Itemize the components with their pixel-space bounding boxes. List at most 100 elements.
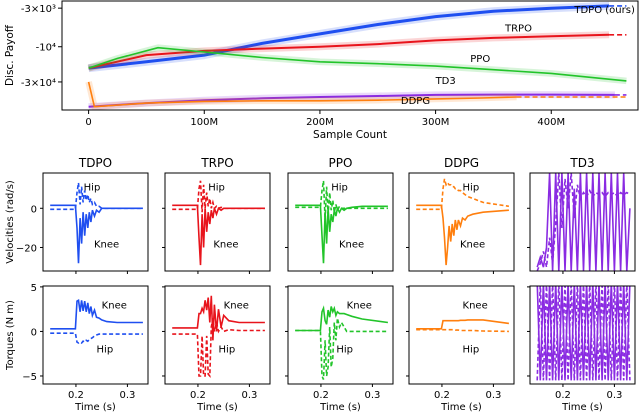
hip-trace bbox=[172, 180, 265, 213]
knee-label: Knee bbox=[224, 301, 249, 312]
x-tick-label: 0.3 bbox=[606, 390, 622, 401]
y-tick-label: -10⁴ bbox=[36, 43, 56, 54]
x-tick-label: 0.2 bbox=[434, 390, 450, 401]
x-tick-label: 0.2 bbox=[190, 390, 206, 401]
series-line-tdpo bbox=[88, 4, 610, 70]
hip-label: Hip bbox=[331, 183, 348, 194]
x-axis-label: Time (s) bbox=[74, 402, 116, 413]
knee-label: Knee bbox=[460, 240, 485, 251]
x-tick-label: 0.3 bbox=[485, 390, 501, 401]
x-axis-label: Time (s) bbox=[319, 402, 361, 413]
hip-trace bbox=[295, 317, 388, 380]
panel-td3-velocity bbox=[527, 172, 636, 274]
panel-frame bbox=[164, 285, 271, 385]
x-axis-label: Time (s) bbox=[561, 402, 603, 413]
x-tick-label: 0.3 bbox=[241, 390, 257, 401]
knee-trace bbox=[536, 286, 631, 381]
y-axis-label: Disc. Payoff bbox=[4, 24, 16, 86]
x-tick-label: 0.2 bbox=[68, 390, 84, 401]
hip-label: Hip bbox=[463, 183, 480, 194]
panel-title: TDPO bbox=[78, 156, 112, 170]
hip-trace bbox=[172, 317, 265, 379]
series-label: TRPO bbox=[504, 23, 532, 34]
x-tick-label: 0.2 bbox=[313, 390, 329, 401]
knee-trace bbox=[295, 305, 389, 332]
panel-frame bbox=[164, 172, 271, 272]
knee-trace bbox=[172, 295, 265, 341]
knee-trace bbox=[50, 299, 143, 330]
knee-label: Knee bbox=[463, 301, 488, 312]
knee-label: Knee bbox=[102, 301, 127, 312]
knee-trace bbox=[295, 204, 388, 264]
hip-trace bbox=[416, 178, 510, 211]
hip-label: Hip bbox=[219, 344, 236, 355]
x-tick-label: 100M bbox=[190, 117, 218, 128]
panel-frame bbox=[287, 285, 394, 385]
knee-trace bbox=[416, 204, 509, 266]
plot-frame bbox=[61, 0, 639, 111]
x-tick-label: 0.3 bbox=[364, 390, 380, 401]
y-tick-label: 0 bbox=[31, 327, 37, 338]
y-tick-label: -3×10⁴ bbox=[21, 78, 56, 89]
panel-ppo-velocity: Knee Hip bbox=[285, 172, 394, 274]
x-tick-label: 400M bbox=[537, 117, 565, 128]
panel-title: TRPO bbox=[200, 156, 233, 170]
panel-frame bbox=[529, 285, 636, 385]
series-label: TD3 bbox=[435, 76, 456, 87]
panel-frame bbox=[529, 172, 636, 272]
knee-trace bbox=[50, 204, 143, 264]
panel-title: TD3 bbox=[569, 156, 594, 170]
hip-label: Hip bbox=[84, 183, 101, 194]
y-tick-label: 5 bbox=[31, 283, 37, 294]
x-axis-label: Sample Count bbox=[313, 129, 387, 141]
x-axis-label: Time (s) bbox=[196, 402, 238, 413]
x-tick-label: 300M bbox=[422, 117, 450, 128]
hip-label: Hip bbox=[336, 344, 353, 355]
y-axis-label: Torques (N m) bbox=[5, 300, 16, 371]
x-axis-label: Time (s) bbox=[440, 402, 482, 413]
knee-trace bbox=[172, 204, 265, 266]
payoff-chart: TDPO (ours) TRPO PPO TD3 DDPG 0 100M 200M 300M 40… bbox=[4, 0, 639, 141]
x-tick-label: 0.3 bbox=[119, 390, 135, 401]
series-label: PPO bbox=[470, 54, 490, 65]
panel-frame bbox=[287, 172, 394, 272]
panel-frame bbox=[408, 285, 515, 385]
knee-label: Knee bbox=[213, 240, 238, 251]
x-tick-label: 200M bbox=[306, 117, 334, 128]
hip-label: Hip bbox=[97, 344, 114, 355]
panel-frame bbox=[42, 172, 149, 272]
series-line-ppo bbox=[88, 46, 627, 82]
panel-title: PPO bbox=[329, 156, 353, 170]
knee-label: Knee bbox=[94, 240, 119, 251]
hip-trace bbox=[416, 328, 509, 333]
series-line-ddpg bbox=[87, 81, 517, 108]
y-tick-label: -3×10³ bbox=[21, 4, 56, 15]
y-tick-label: 0 bbox=[31, 204, 37, 215]
hip-trace bbox=[50, 332, 143, 345]
x-tick-label: 0 bbox=[85, 117, 91, 128]
knee-label: Knee bbox=[339, 240, 364, 251]
panel-frame bbox=[42, 285, 149, 385]
y-tick-label: −5 bbox=[22, 372, 37, 383]
series-label: DDPG bbox=[401, 96, 430, 107]
series-label: TDPO (ours) bbox=[573, 5, 635, 16]
panel-title: DDPG bbox=[444, 156, 479, 170]
hip-label: Hip bbox=[208, 183, 225, 194]
panel-ddpg-velocity: Knee Hip bbox=[406, 172, 515, 274]
panel-tdpo-velocity: Knee Hip 0 −20 bbox=[16, 172, 149, 274]
panel-frame bbox=[408, 172, 515, 272]
x-tick-label: 0.2 bbox=[555, 390, 571, 401]
hip-label: Hip bbox=[463, 344, 480, 355]
series-line-trpo bbox=[88, 33, 610, 70]
knee-trace bbox=[416, 319, 510, 330]
panel-trpo-velocity: Knee Hip bbox=[162, 172, 271, 274]
y-tick-label: −20 bbox=[16, 243, 37, 254]
y-axis-label: Velocities (rad/s) bbox=[5, 180, 16, 264]
